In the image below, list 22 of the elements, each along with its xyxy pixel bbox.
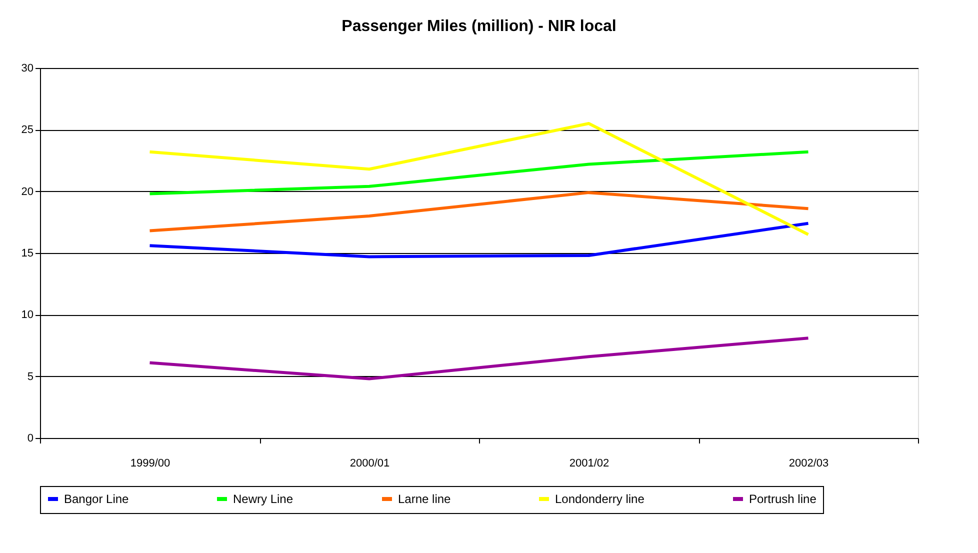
line-series [148,191,810,232]
y-tick-label: 25 [21,124,34,136]
legend-label: Bangor Line [64,492,130,506]
legend-label: Londonderry line [555,492,645,506]
chart-title: Passenger Miles (million) - NIR local [342,18,616,35]
x-tick-label: 2002/03 [788,458,829,470]
legend-label: Newry Line [233,492,294,506]
x-tick-label: 1999/00 [130,458,170,470]
line-series [148,222,810,258]
x-tick-label: 2000/01 [350,458,390,470]
y-tick-label: 5 [27,370,34,383]
line-series [148,122,810,236]
legend-label: Portrush line [749,492,817,506]
y-tick-label: 0 [27,432,34,444]
y-tick-label: 15 [21,248,34,260]
y-tick-label: 20 [21,186,34,198]
line-series [148,150,810,196]
y-tick-label: 30 [21,62,34,74]
line-series [148,336,810,380]
y-tick-label: 10 [21,309,34,322]
legend-label: Larne line [398,492,452,506]
x-tick-label: 2001/02 [569,458,610,470]
